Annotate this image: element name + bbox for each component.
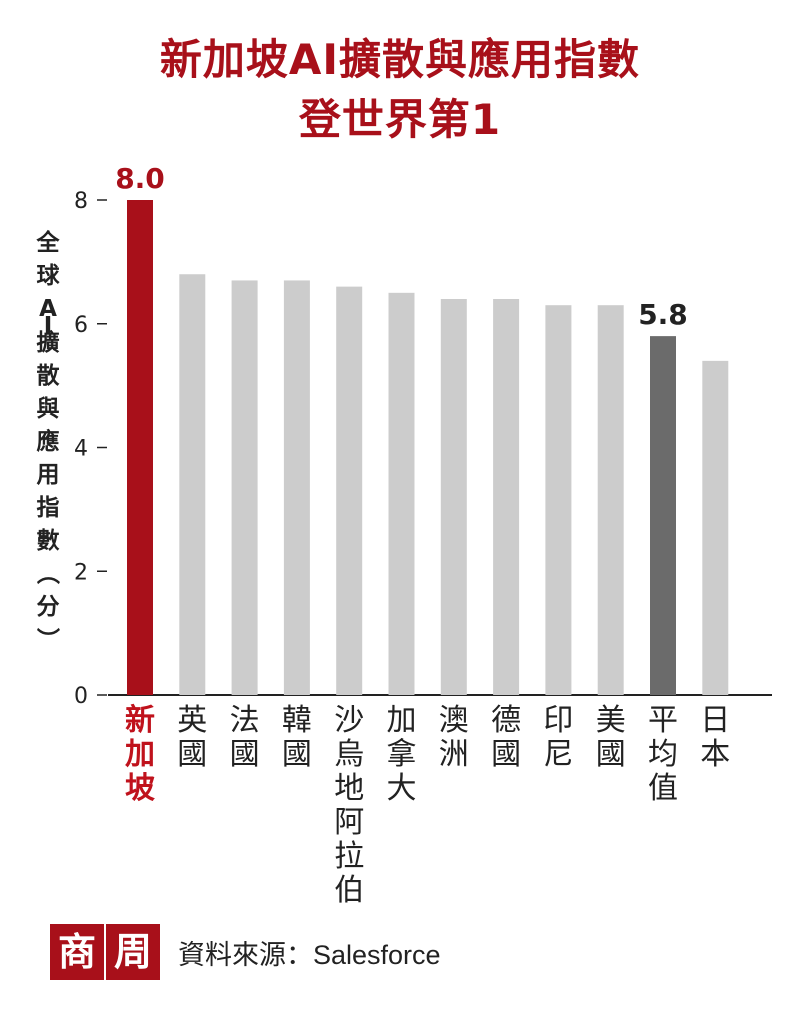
- bar-2: [231, 280, 258, 695]
- category-label-char: 大: [387, 771, 417, 806]
- y-axis-label-char: 擴: [37, 329, 60, 356]
- category-label-char: 拿: [387, 737, 417, 772]
- bar-10: [650, 336, 676, 695]
- bar-8: [545, 305, 572, 695]
- category-label-char: 國: [596, 737, 626, 772]
- category-label-char: 均: [648, 737, 678, 772]
- category-label-char: 澳: [439, 703, 469, 738]
- y-axis-label-char: ）: [34, 628, 61, 651]
- publisher-logo-char-2: 周: [106, 924, 160, 980]
- y-axis-label-char: 分: [37, 594, 60, 620]
- publisher-logo: 商 周: [50, 924, 162, 980]
- category-label-char: 加: [387, 703, 417, 738]
- y-axis-label-char: 全: [36, 229, 61, 256]
- bar-4: [336, 286, 363, 695]
- category-label-char: 阿: [334, 805, 364, 840]
- y-axis-label-char: 應: [37, 428, 60, 455]
- category-label-char: 烏: [334, 737, 364, 772]
- category-label-char: 國: [282, 737, 312, 772]
- category-label-char: 值: [648, 771, 678, 806]
- category-label-char: 國: [491, 737, 521, 772]
- data-label-0: 8.0: [115, 162, 165, 195]
- category-label-char: 坡: [125, 771, 155, 806]
- bar-3: [283, 280, 310, 695]
- bar-9: [597, 305, 624, 695]
- chart-title-line-2: 登世界第1: [298, 95, 502, 144]
- category-label-char: 法: [230, 703, 260, 738]
- category-label-char: 加: [125, 737, 155, 772]
- y-axis-label-char: 用: [37, 462, 60, 488]
- category-label-char: 拉: [334, 839, 364, 874]
- source-credit: 資料來源：Salesforce: [178, 940, 441, 970]
- category-label-char: 國: [177, 737, 207, 772]
- y-tick-label: 6: [74, 313, 88, 338]
- y-tick-label: 0: [74, 684, 88, 709]
- bar-5: [388, 292, 415, 695]
- y-axis-label-char: 數: [37, 528, 60, 554]
- category-label-char: 印: [543, 703, 573, 738]
- category-label-char: 日: [700, 703, 730, 738]
- y-axis-label-char: 球: [37, 263, 61, 289]
- category-label-char: 英: [177, 703, 207, 738]
- y-axis-label-char: I: [44, 313, 53, 339]
- y-axis-label-char: 與: [37, 395, 60, 422]
- category-label-char: 沙: [334, 703, 364, 738]
- category-label-char: 本: [700, 737, 730, 772]
- category-label-char: 平: [648, 703, 678, 738]
- y-tick-label: 4: [74, 437, 88, 462]
- y-tick-label: 8: [74, 189, 88, 214]
- category-label-char: 美: [596, 703, 626, 738]
- data-label-10: 5.8: [638, 298, 688, 331]
- category-label-char: 新: [125, 703, 155, 738]
- publisher-logo-char-1: 商: [50, 924, 104, 980]
- category-label-char: 伯: [334, 873, 364, 908]
- bar-0: [127, 200, 153, 695]
- bar-1: [179, 274, 206, 695]
- category-label-char: 地: [334, 771, 364, 806]
- category-label-char: 尼: [543, 737, 573, 772]
- bar-6: [440, 299, 467, 695]
- y-axis-label-char: A: [39, 296, 57, 322]
- category-label-char: 國: [230, 737, 260, 772]
- y-axis-label-char: 指: [37, 495, 60, 521]
- chart-title-line-1: 新加坡AI擴散與應用指數: [159, 35, 641, 84]
- category-label-char: 德: [491, 703, 521, 738]
- y-tick-label: 2: [74, 560, 88, 585]
- bars-group: [127, 200, 729, 695]
- category-label-char: 洲: [439, 737, 469, 772]
- bar-7: [493, 299, 520, 695]
- bar-11: [702, 360, 729, 695]
- y-axis-label-char: （: [34, 562, 61, 585]
- category-label-char: 韓: [282, 703, 312, 738]
- y-axis-label-char: 散: [37, 363, 60, 389]
